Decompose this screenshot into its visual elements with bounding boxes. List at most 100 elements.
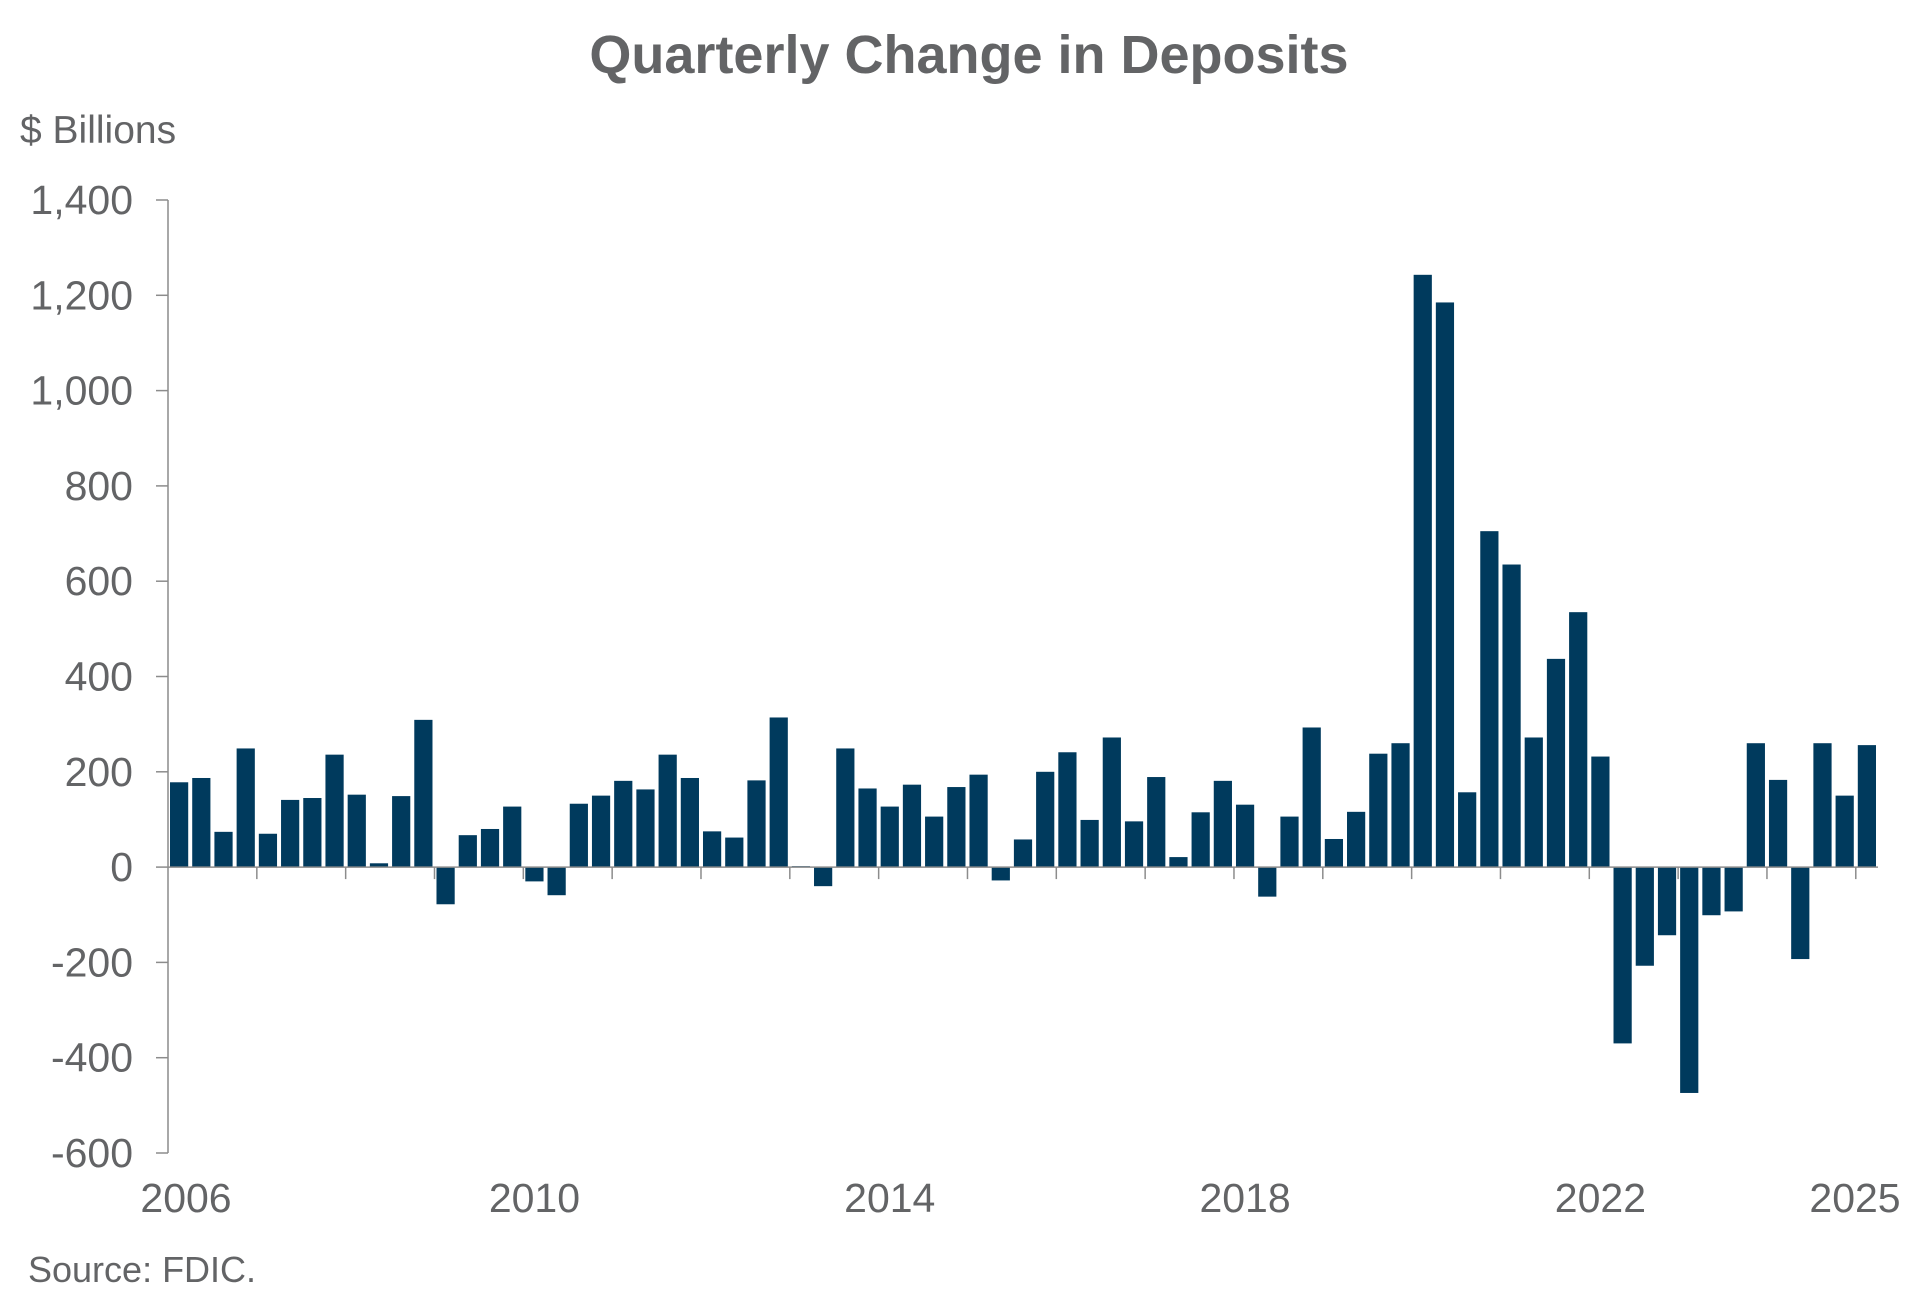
bar — [1768, 779, 1788, 868]
bar — [680, 777, 699, 868]
bar — [1613, 867, 1632, 1044]
bar — [614, 780, 633, 868]
bar — [814, 867, 833, 887]
x-tick-label: 2010 — [489, 1175, 580, 1221]
bar — [503, 806, 522, 868]
bar — [702, 831, 722, 868]
bar — [1702, 867, 1721, 916]
bar — [925, 816, 944, 868]
bar — [880, 806, 899, 868]
bar — [1258, 867, 1277, 897]
bar — [369, 863, 389, 868]
bar — [1680, 867, 1699, 1093]
bar — [569, 803, 588, 868]
bar — [1302, 727, 1321, 868]
bar — [192, 777, 211, 868]
bar — [1657, 867, 1677, 936]
bar — [1391, 743, 1410, 868]
bar — [1835, 795, 1854, 868]
bar — [1369, 753, 1388, 868]
x-axis-ticks — [256, 867, 1857, 880]
y-tick-label: 200 — [65, 749, 133, 795]
bar — [1591, 756, 1610, 868]
chart-title: Quarterly Change in Deposits — [589, 25, 1348, 85]
bar — [1102, 737, 1121, 868]
bar — [636, 789, 655, 868]
bar — [303, 798, 322, 868]
bar — [969, 774, 988, 868]
bar — [1347, 811, 1366, 868]
y-tick-label: -600 — [51, 1130, 133, 1176]
bar — [436, 867, 455, 905]
bar — [591, 795, 611, 868]
bar — [1569, 612, 1588, 868]
bar — [1458, 792, 1477, 868]
x-tick-label: 2018 — [1199, 1175, 1290, 1221]
bar — [1480, 531, 1499, 868]
y-tick-label: 1,200 — [30, 272, 133, 318]
bar — [1235, 804, 1255, 868]
bar — [392, 796, 411, 868]
bar — [1169, 857, 1188, 868]
bar — [1791, 867, 1810, 960]
bar — [1124, 821, 1144, 868]
bar — [1058, 752, 1077, 868]
y-tick-label: 0 — [110, 844, 133, 890]
bar — [1857, 745, 1876, 868]
bar — [236, 748, 255, 868]
x-tick-label: 2014 — [844, 1175, 935, 1221]
bar — [1013, 839, 1033, 868]
bar — [747, 780, 766, 868]
y-tick-label: 600 — [65, 558, 133, 604]
y-axis-units-label: $ Billions — [20, 109, 176, 152]
bar — [836, 748, 855, 868]
bar — [281, 799, 300, 868]
bar-series — [170, 274, 1876, 1093]
bar — [1280, 816, 1299, 868]
bar — [1746, 743, 1765, 868]
bar — [1502, 564, 1521, 868]
bar — [525, 867, 544, 882]
bar — [1036, 771, 1055, 868]
bar — [1413, 274, 1432, 868]
bar — [1147, 777, 1166, 868]
bar — [170, 782, 189, 868]
bar — [480, 828, 500, 868]
x-tick-label: 2006 — [140, 1175, 231, 1221]
bar — [1213, 780, 1232, 868]
bar — [1524, 737, 1543, 868]
bar — [214, 831, 233, 868]
y-tick-label: -200 — [51, 939, 133, 985]
y-axis-tick-labels: 1,400 1,200 1,000 800 600 400 200 0 -200 -400 -600 — [30, 177, 133, 1176]
bar — [947, 787, 966, 868]
y-tick-label: 800 — [65, 463, 133, 509]
y-tick-label: 400 — [65, 654, 133, 700]
bar — [902, 784, 922, 868]
bar — [725, 837, 744, 868]
bar — [769, 717, 788, 868]
bar — [1546, 658, 1566, 868]
y-axis-ticks — [156, 199, 168, 1154]
bar — [258, 833, 278, 868]
bar — [547, 867, 566, 896]
bar — [414, 719, 433, 868]
bar — [1080, 819, 1099, 868]
bar — [658, 754, 677, 868]
bar — [1724, 867, 1743, 912]
x-tick-label: 2022 — [1555, 1175, 1646, 1221]
bar — [1191, 812, 1210, 868]
x-axis-tick-labels: 2006 2010 2014 2018 2022 2025 — [140, 1175, 1900, 1221]
bar — [1635, 867, 1654, 966]
y-tick-label: 1,000 — [30, 368, 133, 414]
bar — [858, 788, 877, 868]
y-tick-label: -400 — [51, 1035, 133, 1081]
y-tick-label: 1,400 — [30, 177, 133, 223]
bar — [458, 835, 477, 868]
bar — [991, 867, 1010, 881]
bar — [1435, 302, 1455, 868]
source-note: Source: FDIC. — [28, 1249, 256, 1290]
bar — [347, 794, 366, 868]
bar — [1324, 838, 1344, 868]
x-tick-label: 2025 — [1809, 1175, 1900, 1221]
